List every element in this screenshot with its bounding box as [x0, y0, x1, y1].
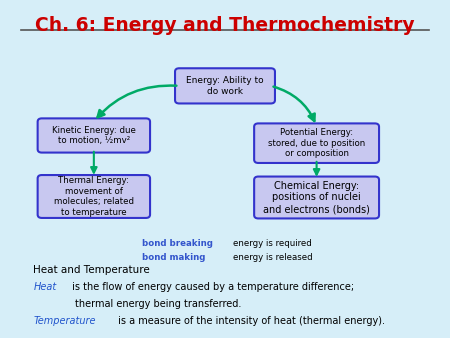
FancyBboxPatch shape: [38, 175, 150, 218]
FancyBboxPatch shape: [175, 68, 275, 103]
Text: Potential Energy:
stored, due to position
or composition: Potential Energy: stored, due to positio…: [268, 128, 365, 158]
Text: is the flow of energy caused by a temperature difference;: is the flow of energy caused by a temper…: [69, 282, 354, 292]
Text: Energy: Ability to
do work: Energy: Ability to do work: [186, 76, 264, 96]
Text: Temperature: Temperature: [33, 316, 96, 326]
Text: energy is released: energy is released: [234, 253, 313, 262]
Text: Heat: Heat: [33, 282, 57, 292]
Text: Heat and Temperature: Heat and Temperature: [33, 265, 150, 274]
Text: thermal energy being transferred.: thermal energy being transferred.: [75, 299, 242, 309]
Text: bond breaking: bond breaking: [142, 239, 212, 248]
FancyBboxPatch shape: [254, 123, 379, 163]
Text: bond making: bond making: [142, 253, 205, 262]
Text: Kinetic Energy: due
to motion, ½mv²: Kinetic Energy: due to motion, ½mv²: [52, 126, 136, 145]
Text: Ch. 6: Energy and Thermochemistry: Ch. 6: Energy and Thermochemistry: [35, 17, 415, 35]
FancyBboxPatch shape: [254, 176, 379, 218]
FancyBboxPatch shape: [38, 118, 150, 152]
Text: energy is required: energy is required: [234, 239, 312, 248]
Text: Thermal Energy:
movement of
molecules; related
to temperature: Thermal Energy: movement of molecules; r…: [54, 176, 134, 217]
Text: Chemical Energy:
positions of nuclei
and electrons (bonds): Chemical Energy: positions of nuclei and…: [263, 181, 370, 214]
Text: is a measure of the intensity of heat (thermal energy).: is a measure of the intensity of heat (t…: [115, 316, 385, 326]
